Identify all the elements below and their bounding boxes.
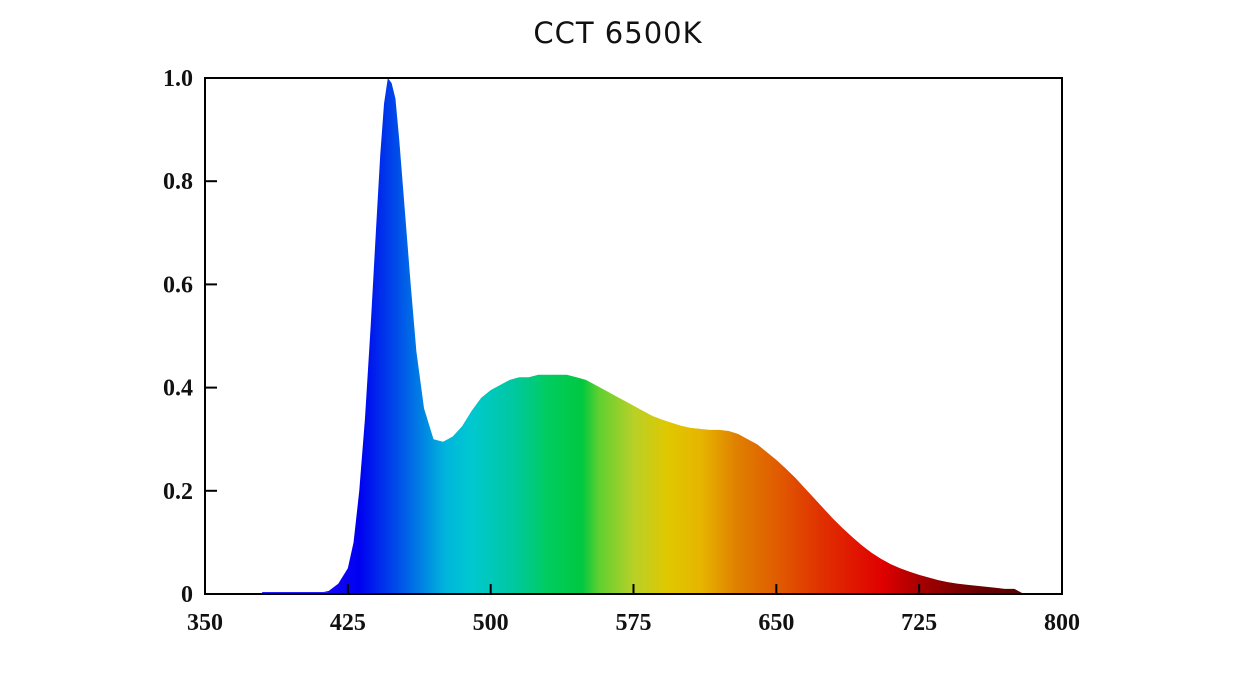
x-tick-label: 350 bbox=[187, 610, 223, 636]
y-tick-label: 0.8 bbox=[163, 169, 193, 195]
x-axis: 350 425 500 575 650 725 800 bbox=[187, 584, 1080, 636]
y-axis: 0 0.2 0.4 0.6 0.8 1.0 bbox=[163, 66, 217, 608]
x-tick-label: 650 bbox=[758, 610, 794, 636]
y-tick-label: 0.4 bbox=[163, 376, 193, 402]
x-tick-label: 725 bbox=[901, 610, 937, 636]
spectrum-area bbox=[262, 78, 1024, 594]
x-tick-label: 575 bbox=[616, 610, 652, 636]
y-tick-label: 0 bbox=[181, 582, 193, 608]
y-tick-label: 1.0 bbox=[163, 66, 193, 92]
x-tick-label: 425 bbox=[330, 610, 366, 636]
chart-title: CCT 6500K bbox=[533, 16, 703, 50]
y-tick-label: 0.6 bbox=[163, 272, 193, 298]
y-tick-label: 0.2 bbox=[163, 479, 193, 505]
x-tick-label: 800 bbox=[1044, 610, 1080, 636]
x-tick-label: 500 bbox=[473, 610, 509, 636]
